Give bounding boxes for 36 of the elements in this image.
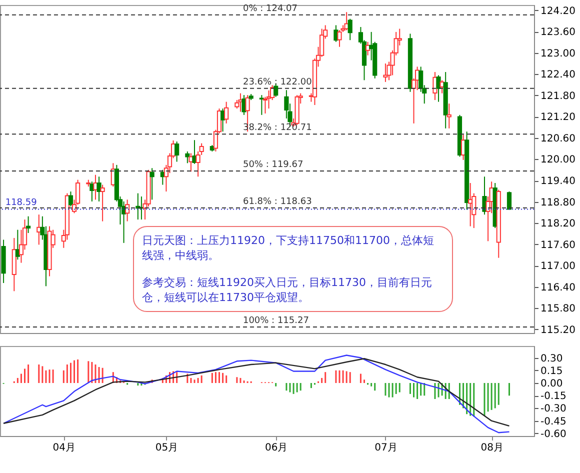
- ref-line-label: 100% : 115.27: [242, 316, 309, 326]
- y-tick-label: 115.80: [540, 304, 576, 315]
- y-tick-label: 123.60: [540, 27, 576, 38]
- y-tick-label: 115.20: [540, 324, 576, 336]
- ref-line-label: 118.59: [5, 198, 38, 208]
- y-tick-label: -0.15: [540, 391, 566, 402]
- y-tick-label: 120.60: [540, 133, 576, 144]
- y-tick-label: 124.20: [540, 6, 576, 17]
- y-tick-label: 121.20: [540, 112, 576, 124]
- x-tick-label: 04月: [52, 442, 76, 454]
- x-tick-label: 08月: [480, 442, 504, 454]
- y-tick-label: 117.00: [540, 261, 576, 272]
- ref-line-label: 50% : 119.67: [242, 160, 304, 170]
- y-tick-label: 0.15: [540, 366, 563, 377]
- y-tick-label: 118.80: [540, 197, 576, 208]
- ref-line-label: 0% : 124.07: [242, 4, 298, 14]
- x-tick-label: 07月: [374, 442, 398, 454]
- y-tick-label: 116.40: [540, 282, 576, 294]
- annotation: 参考交易：短线11920买入日元，目标11730，目前有日元仓，短线可以在11730平仓观望。: [142, 275, 433, 305]
- y-tick-label: -0.60: [540, 428, 566, 440]
- ref-line-label: 61.8% : 118.63: [242, 196, 312, 207]
- ref-line-label: 23.6% : 122.00: [242, 77, 312, 88]
- annotation: 日元天图：上压力11920，下支持11750和11700，总体短线强，中线弱。: [142, 233, 435, 263]
- y-tick-label: 120.00: [540, 154, 576, 166]
- y-tick-label: 118.20: [540, 218, 576, 230]
- x-tick-label: 06月: [264, 442, 288, 454]
- y-tick-label: 121.80: [540, 90, 576, 102]
- y-tick-label: 117.60: [540, 240, 576, 251]
- x-tick-label: 05月: [155, 442, 178, 454]
- y-tick-label: 119.40: [540, 176, 576, 188]
- y-tick-label: 0.30: [540, 353, 563, 364]
- y-tick-label: 123.00: [540, 48, 576, 60]
- y-tick-label: 0.00: [540, 378, 563, 390]
- y-tick-label: 122.40: [540, 70, 576, 81]
- y-tick-label: -0.30: [540, 404, 566, 415]
- y-tick-label: -0.45: [540, 416, 566, 428]
